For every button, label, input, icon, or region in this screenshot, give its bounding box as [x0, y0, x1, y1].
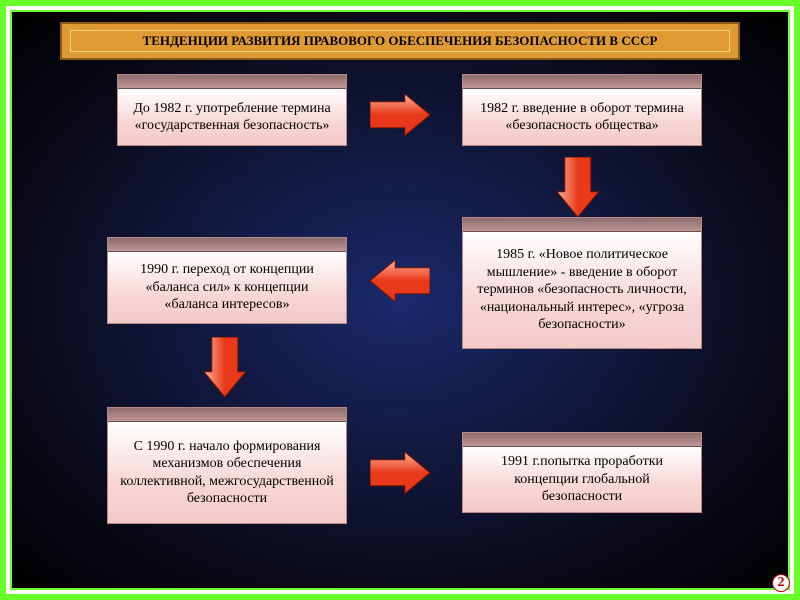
inner-frame: ТЕНДЕНЦИИ РАЗВИТИЯ ПРАВОВОГО ОБЕСПЕЧЕНИЯ…	[10, 10, 790, 590]
flow-block-b4: 1990 г. переход от концепции «баланса си…	[107, 237, 347, 324]
title-text: ТЕНДЕНЦИИ РАЗВИТИЯ ПРАВОВОГО ОБЕСПЕЧЕНИЯ…	[70, 30, 730, 52]
arrow-down-3	[204, 337, 246, 397]
flow-block-b6: 1991 г.попытка проработки концепции глоб…	[462, 432, 702, 513]
flow-block-text: 1982 г. введение в оборот термина «безоп…	[473, 100, 691, 135]
flow-block-b5: С 1990 г. начало формирования механизмов…	[107, 407, 347, 524]
arrow-right-0	[370, 94, 430, 136]
flow-block-text: До 1982 г. употребление термина «государ…	[128, 100, 336, 135]
arrow-down-1	[557, 157, 599, 217]
flow-block-text: 1991 г.попытка проработки концепции глоб…	[473, 453, 691, 506]
title-box: ТЕНДЕНЦИИ РАЗВИТИЯ ПРАВОВОГО ОБЕСПЕЧЕНИЯ…	[60, 22, 740, 60]
flow-block-b1: До 1982 г. употребление термина «государ…	[117, 74, 347, 146]
flow-block-text: 1990 г. переход от концепции «баланса си…	[118, 261, 336, 314]
outer-frame: ТЕНДЕНЦИИ РАЗВИТИЯ ПРАВОВОГО ОБЕСПЕЧЕНИЯ…	[0, 0, 800, 600]
page-number: 2	[772, 574, 790, 592]
flow-block-b3: 1985 г. «Новое политическое мышление» - …	[462, 217, 702, 349]
arrow-right-4	[370, 452, 430, 494]
arrow-left-2	[370, 260, 430, 302]
flow-block-text: С 1990 г. начало формирования механизмов…	[118, 438, 336, 508]
flow-block-text: 1985 г. «Новое политическое мышление» - …	[473, 246, 691, 334]
flow-block-b2: 1982 г. введение в оборот термина «безоп…	[462, 74, 702, 146]
